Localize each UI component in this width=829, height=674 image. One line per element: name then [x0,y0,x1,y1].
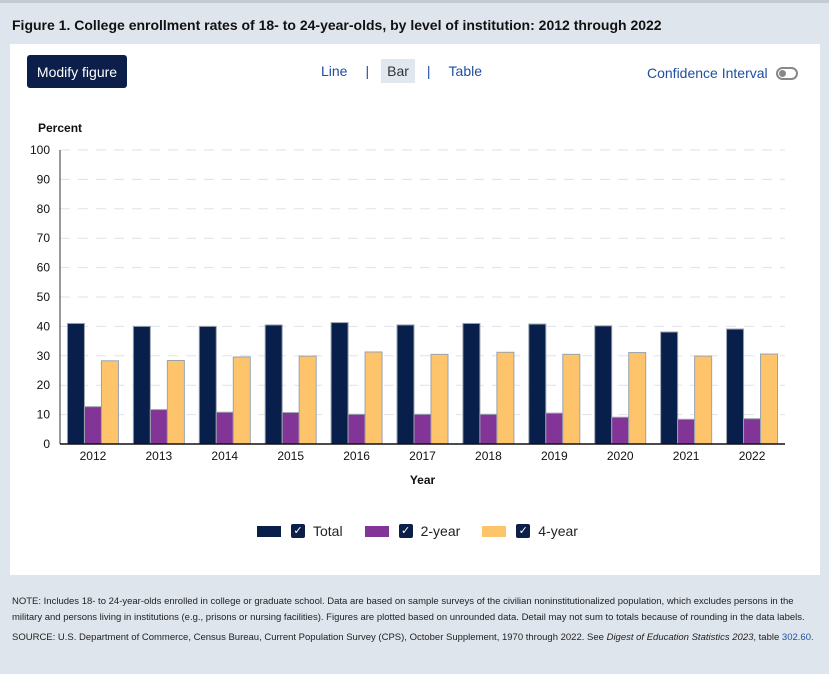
bar-2-year-2016 [347,413,366,445]
bar-2-year-2014 [215,411,234,445]
y-tick-label: 100 [30,143,50,157]
legend-label: 4-year [538,523,578,539]
legend-item-total[interactable]: ✓ Total [257,523,343,539]
x-tick-label: 2021 [673,449,700,463]
figure-title: Figure 1. College enrollment rates of 18… [12,17,662,33]
bar-4-year-2014 [232,356,251,445]
bar-4-year-2020 [628,352,647,445]
y-tick-label: 10 [37,408,51,422]
legend-item-2-year[interactable]: ✓ 2-year [364,523,461,539]
bar-4-year-2022 [760,353,779,445]
bar-2-year-2019 [545,412,564,445]
legend-swatch [257,525,281,537]
bar-total-2020 [594,325,613,445]
y-tick-label: 70 [37,231,51,245]
bar-2-year-2022 [743,418,762,445]
confidence-interval-toggle[interactable] [775,66,798,80]
bar-total-2019 [528,323,547,445]
source-publication: Digest of Education Statistics 2023 [606,632,754,643]
y-axis-label: Percent [38,121,82,135]
y-tick-label: 0 [43,437,50,451]
bar-2-year-2020 [611,416,630,445]
notes: NOTE: Includes 18- to 24-year-olds enrol… [12,594,822,650]
x-tick-label: 2017 [409,449,436,463]
bar-4-year-2015 [298,355,317,445]
y-tick-label: 20 [37,378,51,392]
confidence-interval-control[interactable]: Confidence Interval [647,65,798,81]
x-tick-label: 2013 [146,449,173,463]
legend-label: Total [313,523,343,539]
bar-4-year-2019 [562,353,581,445]
legend-swatch [482,525,507,537]
y-tick-label: 30 [37,349,51,363]
checkbox-checked-icon[interactable]: ✓ [516,524,531,538]
y-tick-label: 90 [37,172,51,186]
separator: | [365,63,370,79]
x-tick-label: 2022 [739,449,766,463]
y-tick-label: 80 [37,202,51,216]
view-table-link[interactable]: Table [448,63,483,79]
legend-item-4-year[interactable]: ✓ 4-year [482,523,578,539]
bar-total-2013 [132,325,151,445]
chart-panel: Modify figure Line | Bar | Table Confide… [10,44,820,575]
legend: ✓ Total ✓ 2-year ✓ 4-year [257,523,600,539]
bar-4-year-2013 [166,360,185,445]
separator: | [426,63,431,79]
bar-2-year-2017 [413,413,432,445]
note-text: NOTE: Includes 18- to 24-year-olds enrol… [12,596,805,623]
bar-4-year-2018 [496,351,515,445]
y-tick-label: 50 [37,290,51,304]
checkbox-checked-icon[interactable]: ✓ [291,524,305,538]
source-suffix: , table [753,632,782,643]
x-tick-label: 2018 [475,449,502,463]
confidence-interval-label: Confidence Interval [647,65,768,81]
view-line-link[interactable]: Line [321,63,348,79]
x-tick-label: 2015 [277,449,304,463]
bar-total-2014 [198,325,217,445]
x-axis-label: Year [410,473,436,487]
bar-total-2016 [330,322,349,445]
source-prefix: SOURCE: U.S. Department of Commerce, Cen… [12,632,607,643]
bar-2-year-2021 [677,418,696,445]
view-bar-link[interactable]: Bar [381,59,415,83]
bar-4-year-2012 [100,360,119,445]
legend-label: 2-year [420,523,461,539]
checkbox-checked-icon[interactable]: ✓ [398,524,413,538]
bar-chart: Percent 0 10 20 30 40 50 60 70 80 90 100 2012 2013 201… [30,121,785,487]
bar-2-year-2012 [83,406,102,445]
bar-4-year-2016 [364,351,383,445]
bar-total-2012 [66,322,85,445]
bar-2-year-2015 [281,412,300,445]
y-tick-label: 40 [37,319,51,333]
bar-4-year-2021 [694,355,713,445]
modify-figure-button[interactable]: Modify figure [27,55,127,88]
bar-4-year-2017 [430,353,449,445]
view-switcher: Line | Bar | Table [315,59,488,83]
bar-total-2017 [396,324,415,445]
legend-swatch [364,525,389,537]
bar-2-year-2018 [479,413,498,445]
bar-total-2021 [660,331,679,445]
source-text: SOURCE: U.S. Department of Commerce, Cen… [12,630,822,646]
bar-2-year-2013 [149,409,168,445]
x-tick-label: 2014 [211,449,238,463]
y-tick-label: 60 [37,261,51,275]
bar-total-2018 [462,322,481,445]
x-tick-label: 2012 [80,449,107,463]
x-tick-label: 2020 [607,449,634,463]
x-tick-label: 2016 [343,449,370,463]
bar-total-2015 [264,324,283,445]
source-table-link[interactable]: 302.60. [781,632,814,643]
x-tick-label: 2019 [541,449,568,463]
bar-total-2022 [726,328,745,445]
